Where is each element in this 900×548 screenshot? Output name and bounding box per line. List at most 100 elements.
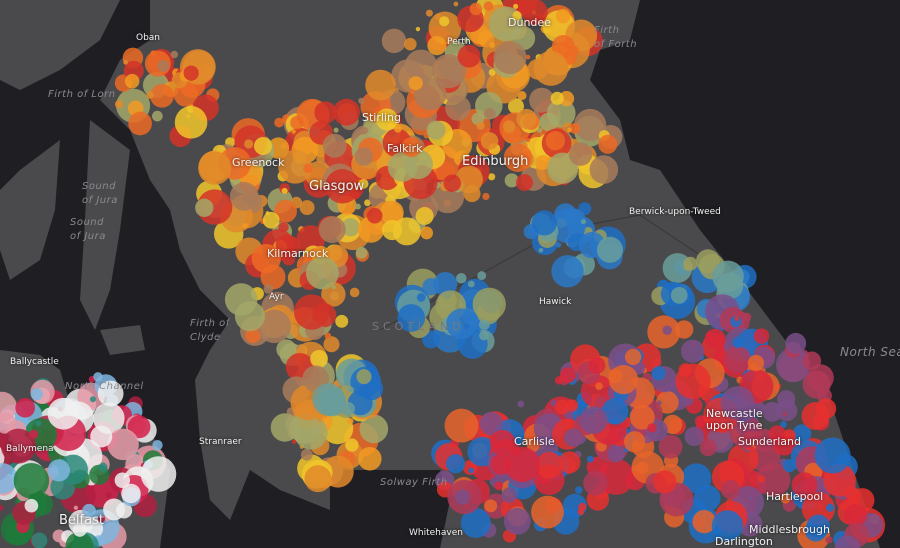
splatter-mark	[785, 332, 807, 354]
splatter-mark	[274, 199, 297, 223]
splatter-mark	[455, 165, 483, 194]
city-label-dundee[interactable]: Dundee	[508, 16, 551, 29]
water-label-north-channel: North Channel	[65, 381, 144, 392]
splatter-mark	[72, 522, 87, 537]
splatter-mark	[381, 219, 403, 241]
splatter-mark	[692, 509, 716, 534]
splatter-mark	[123, 59, 128, 65]
splatter-mark	[601, 398, 629, 425]
city-label-newcastle[interactable]: Newcastle upon Tyne	[706, 407, 763, 432]
splatter-mark	[124, 73, 140, 89]
splatter-mark	[588, 356, 606, 374]
splatter-mark	[513, 3, 519, 9]
city-label-ayr[interactable]: Ayr	[269, 292, 284, 302]
water-label-sound-of-jura: Sound of Jura	[82, 181, 118, 206]
city-label-oban[interactable]: Oban	[136, 33, 161, 43]
splatter-mark	[757, 475, 765, 483]
splatter-mark	[408, 76, 423, 91]
city-label-middlesbrough[interactable]: Middlesbrough	[749, 523, 830, 536]
splatter-mark	[517, 400, 525, 408]
splatter-mark	[354, 147, 374, 166]
splatter-mark	[558, 451, 581, 474]
city-label-kilmarnock[interactable]: Kilmarnock	[267, 247, 329, 260]
splatter-mark	[580, 219, 586, 225]
splatter-mark	[814, 437, 851, 474]
splatter-mark	[90, 425, 113, 448]
splatter-mark	[140, 456, 177, 492]
city-label-ballycastle[interactable]: Ballycastle	[10, 357, 59, 367]
splatter-mark	[453, 1, 459, 7]
splatter-mark	[782, 429, 796, 443]
splatter-mark	[662, 325, 673, 335]
splatter-mark	[463, 323, 469, 330]
city-label-whitehaven[interactable]: Whitehaven	[409, 528, 463, 538]
splatter-mark	[742, 312, 752, 322]
splatter-mark	[358, 447, 382, 471]
splatter-mark	[173, 82, 198, 107]
splatter-mark	[704, 328, 726, 350]
splatter-mark	[150, 83, 174, 108]
splatter-mark	[375, 108, 398, 131]
splatter-mark	[323, 336, 340, 353]
splatter-mark	[262, 211, 280, 229]
splatter-mark	[550, 91, 564, 105]
city-label-stirling[interactable]: Stirling	[362, 111, 401, 124]
splatter-mark	[65, 531, 94, 548]
city-label-glasgow[interactable]: Glasgow	[309, 179, 365, 194]
city-label-hawick[interactable]: Hawick	[539, 297, 572, 307]
splatter-mark	[782, 458, 797, 473]
splatter-mark	[316, 155, 325, 164]
city-label-sunderland[interactable]: Sunderland	[738, 435, 801, 448]
splatter-mark	[683, 256, 698, 271]
water-label-firth-of-forth: Firth of Forth	[594, 25, 638, 50]
splatter-mark	[420, 226, 433, 240]
splatter-mark	[152, 110, 163, 122]
splatter-mark	[806, 514, 830, 539]
splatter-mark	[257, 309, 292, 344]
splatter-mark	[380, 200, 404, 225]
city-label-stranraer[interactable]: Stranraer	[199, 437, 242, 447]
splatter-mark	[525, 54, 531, 60]
splatter-mark	[484, 107, 496, 120]
city-label-hartlepool[interactable]: Hartlepool	[766, 490, 824, 503]
splatter-mark	[479, 411, 504, 436]
city-label-carlisle[interactable]: Carlisle	[514, 435, 555, 448]
splatter-mark	[174, 106, 208, 139]
splatter-mark	[608, 365, 639, 395]
splatter-mark	[445, 95, 471, 121]
splatter-mark	[433, 271, 458, 297]
splatter-mark	[488, 173, 496, 181]
splatter-mark	[275, 234, 296, 255]
splatter-mark	[97, 515, 106, 523]
splatter-mark	[574, 108, 607, 142]
splatter-mark	[802, 370, 831, 399]
splatter-mark	[35, 420, 42, 427]
city-label-perth[interactable]: Perth	[447, 37, 471, 47]
city-label-edinburgh[interactable]: Edinburgh	[462, 154, 529, 169]
splatter-mark	[658, 434, 683, 459]
city-label-greenock[interactable]: Greenock	[232, 156, 285, 169]
splatter-mark	[291, 129, 296, 134]
splatter-mark	[290, 115, 304, 130]
splatter-mark	[680, 339, 705, 363]
splatter-mark	[318, 216, 346, 244]
city-label-ballymena[interactable]: Ballymena	[6, 444, 54, 454]
splatter-mark	[598, 134, 618, 154]
splatter-mark	[348, 386, 354, 393]
splatter-mark	[586, 455, 594, 463]
splatter-mark	[24, 498, 39, 513]
splatter-mark	[721, 480, 741, 500]
splatter-mark	[468, 467, 474, 474]
splatter-mark	[792, 424, 812, 444]
splatter-mark	[365, 69, 396, 101]
splatter-mark	[501, 487, 518, 503]
splatter-mark	[303, 163, 313, 174]
city-label-falkirk[interactable]: Falkirk	[387, 142, 423, 155]
city-label-darlington[interactable]: Darlington	[715, 535, 773, 548]
splatter-mark	[484, 499, 498, 513]
city-label-berwick[interactable]: Berwick-upon-Tweed	[629, 207, 721, 217]
splatter-mark	[234, 301, 265, 332]
city-label-belfast[interactable]: Belfast	[59, 513, 104, 528]
